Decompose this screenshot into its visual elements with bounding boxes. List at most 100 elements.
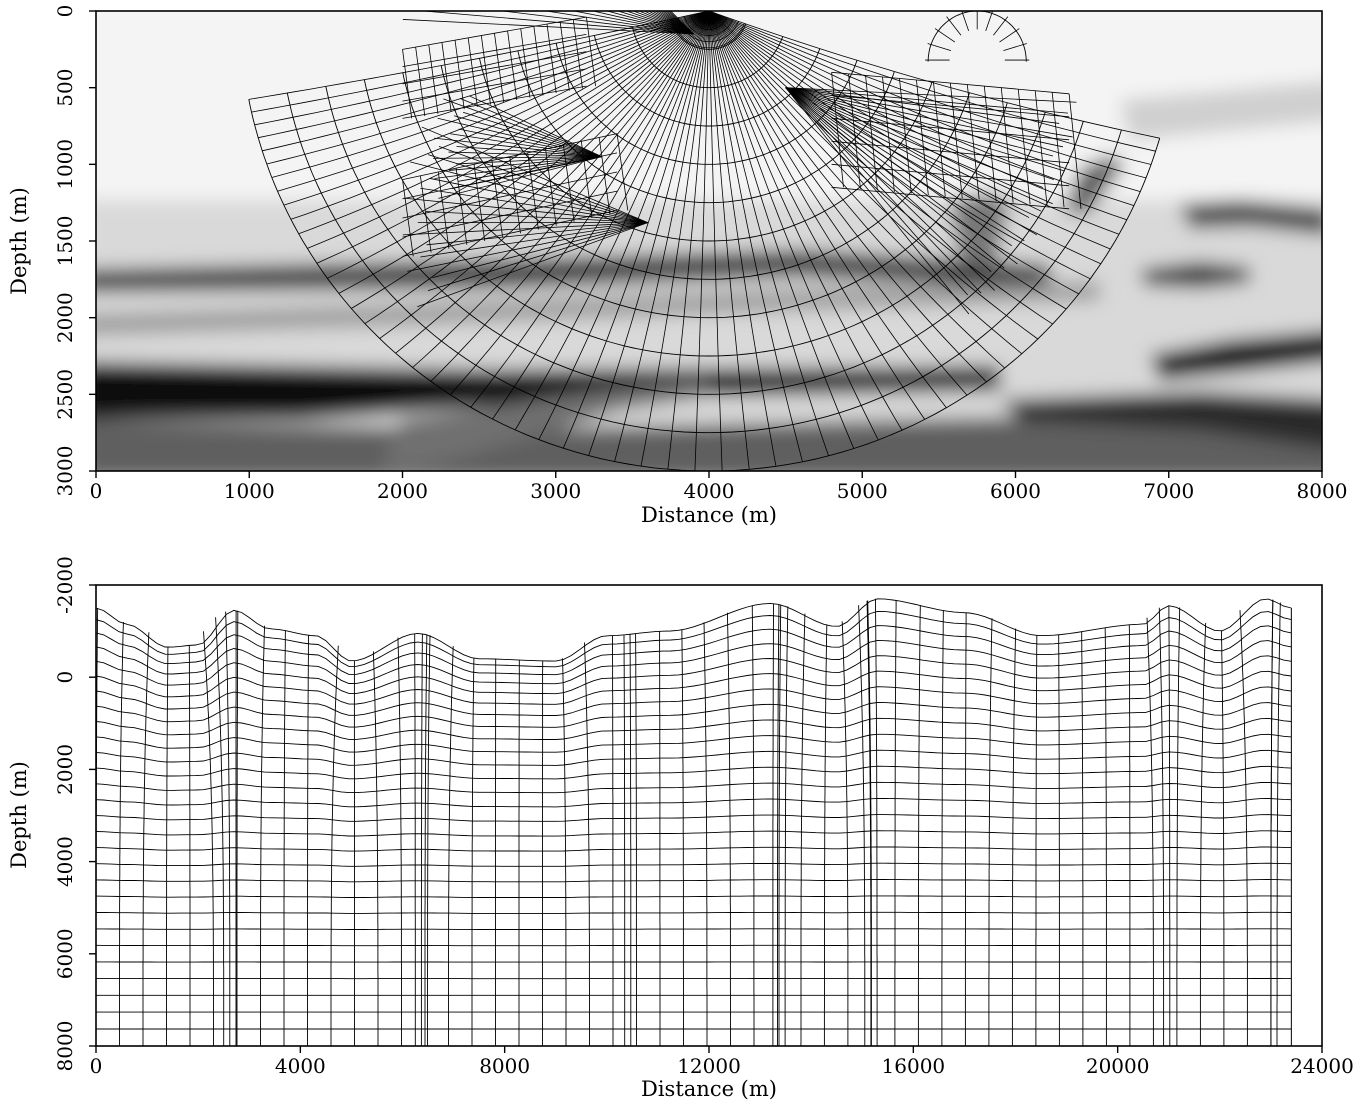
mesh-column bbox=[1104, 627, 1107, 1046]
fan-ray bbox=[785, 87, 970, 315]
mesh-column bbox=[1270, 599, 1274, 1046]
fan-ray bbox=[785, 87, 1042, 212]
x-tick-label: 4000 bbox=[275, 1054, 326, 1078]
mesh-row bbox=[96, 797, 1292, 808]
fan-grid bbox=[402, 49, 413, 119]
x-tick-label: 3000 bbox=[530, 479, 581, 503]
mesh-row bbox=[96, 655, 1292, 695]
y-tick-label: 2000 bbox=[53, 744, 77, 795]
fan-grid bbox=[494, 33, 505, 103]
fan-ray bbox=[785, 87, 1065, 172]
fan-grid bbox=[545, 148, 557, 226]
fan-grid bbox=[559, 21, 570, 91]
x-tick-label: 12000 bbox=[677, 1054, 741, 1078]
fan-ray bbox=[625, 11, 694, 35]
fan-grid bbox=[402, 16, 587, 50]
fan-ray bbox=[421, 126, 648, 223]
fan-grid bbox=[831, 186, 1070, 210]
mesh-column bbox=[1158, 607, 1165, 1046]
mesh-column bbox=[1168, 605, 1171, 1046]
mesh-row bbox=[96, 598, 1292, 662]
fan-grid bbox=[415, 46, 426, 117]
fan-ray bbox=[469, 95, 602, 158]
caustic-ray bbox=[985, 11, 994, 32]
fan-ray bbox=[785, 87, 1025, 242]
mesh-row bbox=[96, 928, 1292, 930]
fan-ray bbox=[420, 222, 648, 258]
mesh-column bbox=[772, 603, 774, 1046]
fan-grid bbox=[455, 168, 468, 245]
mesh-column bbox=[751, 605, 755, 1046]
mesh-column bbox=[1220, 630, 1225, 1046]
fan-ray bbox=[785, 87, 1012, 247]
mesh-row bbox=[96, 749, 1292, 766]
fan-ray bbox=[785, 87, 1063, 148]
fan-ray bbox=[456, 146, 602, 158]
wavefront bbox=[517, 50, 895, 204]
fan-ray bbox=[402, 222, 648, 236]
mesh-column bbox=[1011, 628, 1017, 1046]
bottom-x-ticks: 0 4000 8000 12000 16000 20000 24000 bbox=[90, 1046, 1354, 1078]
fan-ray bbox=[402, 19, 694, 35]
fan-grid bbox=[546, 23, 557, 94]
mesh-column bbox=[283, 630, 286, 1046]
fan-ray bbox=[462, 111, 602, 158]
mesh-row bbox=[96, 702, 1292, 728]
fan-ray bbox=[443, 98, 602, 158]
fan-ray bbox=[458, 128, 602, 158]
fan-grid bbox=[580, 141, 593, 219]
fan-grid bbox=[428, 44, 439, 114]
wavefront bbox=[325, 86, 1084, 395]
mesh-column bbox=[1035, 635, 1038, 1046]
fan-ray bbox=[450, 133, 602, 158]
wavefront bbox=[690, 14, 727, 30]
y-tick-label: 2000 bbox=[53, 292, 77, 343]
caustic-ray bbox=[934, 28, 956, 43]
mesh-column bbox=[260, 625, 265, 1046]
caustic-ray bbox=[999, 28, 1020, 43]
fan-grid bbox=[1000, 87, 1014, 203]
fan-grid bbox=[572, 19, 583, 89]
x-tick-label: 16000 bbox=[882, 1054, 946, 1078]
mesh-column bbox=[823, 624, 828, 1046]
fan-grid bbox=[402, 190, 618, 238]
fan-grid bbox=[437, 171, 450, 249]
fan-grid bbox=[983, 86, 997, 202]
mesh-column bbox=[612, 635, 614, 1046]
mesh-column bbox=[964, 612, 967, 1046]
mesh-column bbox=[874, 598, 878, 1046]
bottom-x-axis-label: Distance (m) bbox=[641, 1077, 777, 1101]
y-tick-label: 4000 bbox=[53, 836, 77, 887]
top-ray-mesh bbox=[248, 11, 1161, 471]
mesh-column bbox=[681, 629, 684, 1046]
mesh-row bbox=[96, 686, 1292, 716]
x-tick-label: 8000 bbox=[479, 1054, 530, 1078]
mesh-row bbox=[96, 670, 1292, 705]
mesh-column bbox=[784, 606, 789, 1046]
mesh-column bbox=[119, 621, 124, 1046]
fan-ray bbox=[438, 145, 648, 223]
fan-ray bbox=[448, 151, 602, 158]
x-tick-label: 24000 bbox=[1290, 1054, 1354, 1078]
mesh-column bbox=[215, 617, 225, 1046]
fan-ray bbox=[417, 222, 648, 308]
mesh-column bbox=[188, 645, 191, 1046]
fan-grid bbox=[831, 163, 1070, 187]
mesh-column bbox=[236, 610, 239, 1046]
fan-ray bbox=[785, 87, 1038, 236]
fan-grid bbox=[949, 83, 963, 199]
fan-grid bbox=[507, 30, 518, 100]
fan-ray bbox=[407, 222, 648, 272]
mesh-column bbox=[726, 612, 731, 1046]
mesh-column bbox=[635, 633, 637, 1046]
mesh-column bbox=[894, 600, 897, 1046]
fan-grid bbox=[467, 37, 478, 107]
fan-grid bbox=[831, 94, 1070, 118]
y-tick-label: 1500 bbox=[53, 216, 77, 267]
mesh-column bbox=[800, 613, 806, 1046]
mesh-row bbox=[96, 610, 1292, 668]
x-tick-label: 7000 bbox=[1143, 479, 1194, 503]
mesh-column bbox=[866, 600, 872, 1046]
bg-reflector bbox=[96, 282, 1100, 335]
fan-ray bbox=[785, 87, 1053, 205]
